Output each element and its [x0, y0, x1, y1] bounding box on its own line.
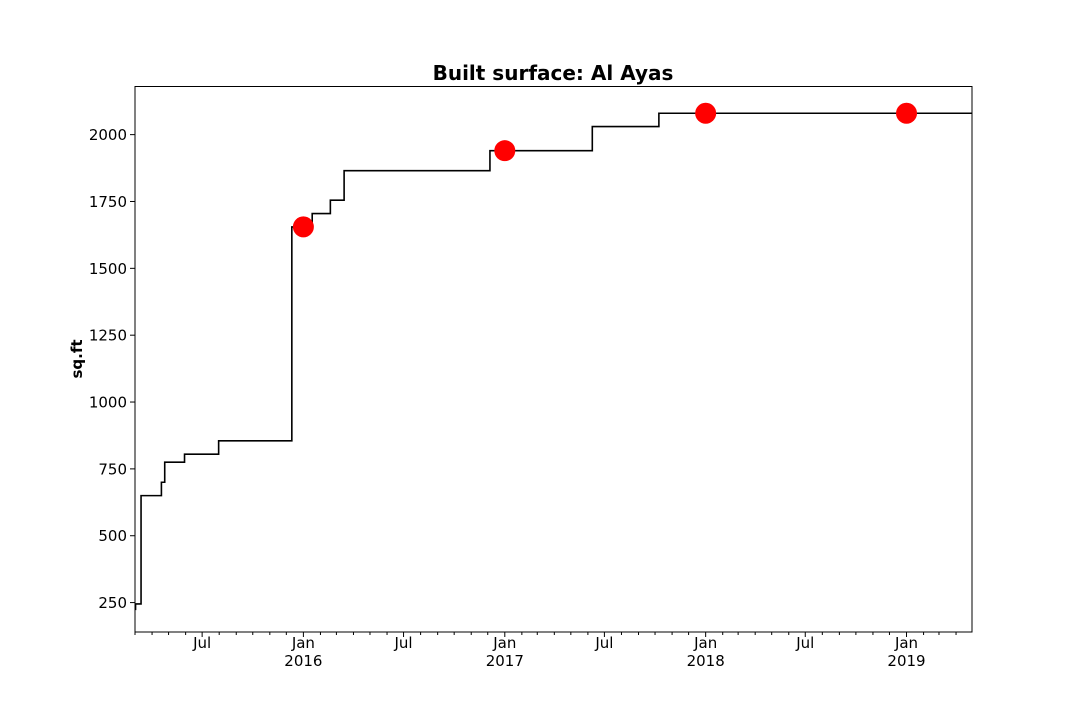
- x-tick-label: Jan: [894, 634, 918, 652]
- y-tick-label: 250: [98, 594, 127, 612]
- y-tick-label: 1250: [89, 327, 127, 345]
- plot-area: [134, 102, 972, 611]
- x-axis-minor-ticks: [134, 632, 957, 635]
- y-tick-label: 750: [98, 460, 127, 478]
- y-axis-ticks: 250 500 750 1000 1250 1500 1750 2000: [89, 126, 135, 612]
- plot-frame: [134, 86, 973, 633]
- x-tick-label: Jul: [594, 634, 613, 652]
- x-tick-year-label: 2017: [486, 652, 524, 670]
- y-tick-label: 1500: [89, 260, 127, 278]
- x-tick-year-label: 2016: [284, 652, 322, 670]
- y-tick-label: 500: [98, 527, 127, 545]
- x-tick-year-label: 2019: [887, 652, 925, 670]
- y-tick-label: 1000: [89, 394, 127, 412]
- step-series-line: [134, 112, 972, 611]
- chart-title: Built surface: Al Ayas: [433, 61, 674, 85]
- scatter-point: [695, 102, 717, 124]
- y-axis-label: sq.ft: [68, 339, 86, 378]
- y-tick-label: 1750: [89, 193, 127, 211]
- scatter-point: [896, 102, 918, 124]
- scatter-point: [494, 140, 516, 162]
- x-tick-label: Jul: [393, 634, 412, 652]
- y-tick-label: 2000: [89, 126, 127, 144]
- scatter-point: [292, 216, 314, 238]
- x-tick-label: Jan: [693, 634, 717, 652]
- x-tick-year-label: 2018: [687, 652, 725, 670]
- x-tick-label: Jan: [492, 634, 516, 652]
- x-tick-label: Jan: [291, 634, 315, 652]
- x-tick-label: Jul: [795, 634, 814, 652]
- x-tick-label: Jul: [192, 634, 211, 652]
